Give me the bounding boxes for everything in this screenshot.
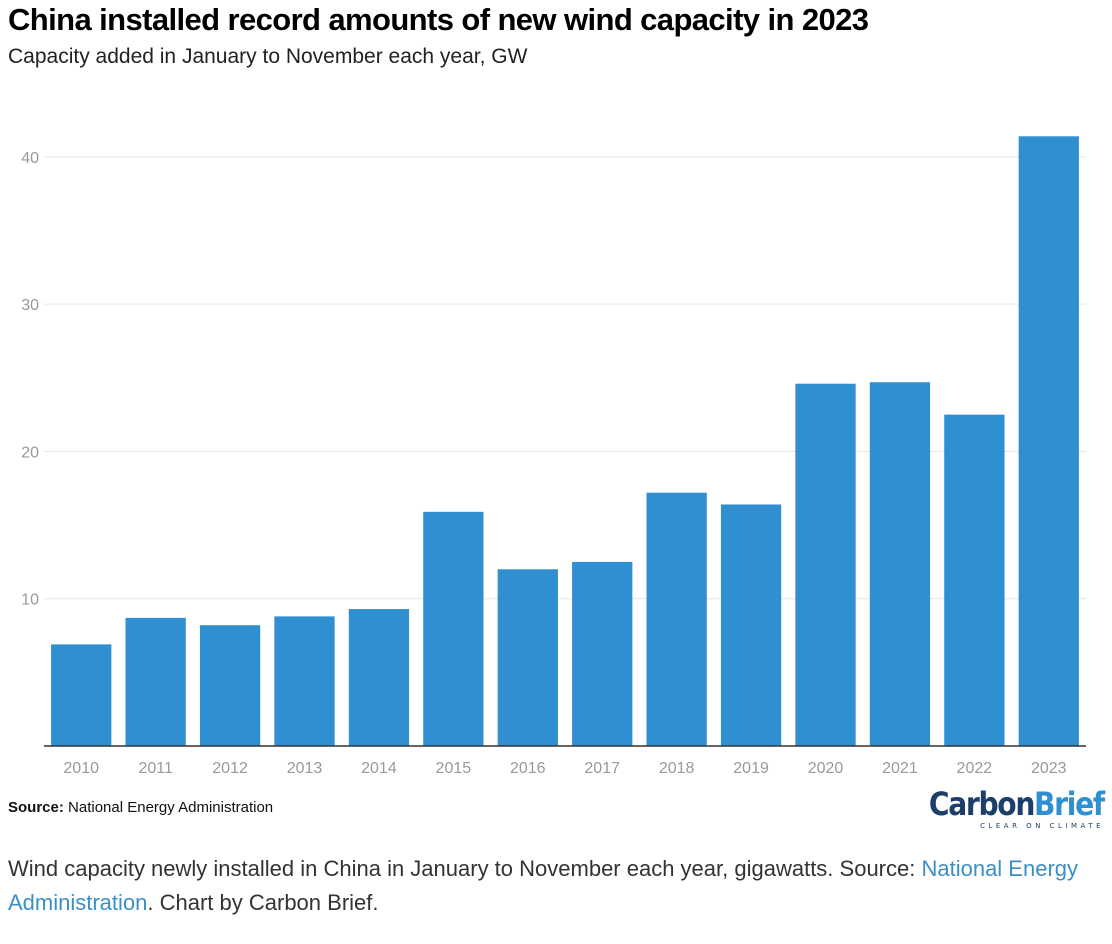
bar-2019 xyxy=(720,504,782,746)
x-tick-label-2018: 2018 xyxy=(659,760,695,777)
x-tick-label-2014: 2014 xyxy=(361,760,397,777)
x-tick-label-2019: 2019 xyxy=(733,760,769,777)
caption-text-before: Wind capacity newly installed in China i… xyxy=(8,856,922,881)
bar-2018 xyxy=(646,492,707,746)
logo-tagline: CLEAR ON CLIMATE xyxy=(980,822,1104,830)
x-tick-label-2015: 2015 xyxy=(436,760,472,777)
bar-2015 xyxy=(423,511,484,746)
chart-subtitle: Capacity added in January to November ea… xyxy=(8,45,528,68)
source-label: Source: xyxy=(8,799,64,816)
x-tick-label-2016: 2016 xyxy=(510,760,546,777)
caption-text-after: . Chart by Carbon Brief. xyxy=(147,890,379,915)
bar-2013 xyxy=(274,616,335,746)
bar-2014 xyxy=(348,609,410,746)
source-text: National Energy Administration xyxy=(68,799,274,816)
bar-2022 xyxy=(944,414,1005,746)
x-tick-label-2023: 2023 xyxy=(1031,760,1067,777)
x-tick-label-2010: 2010 xyxy=(63,760,99,777)
x-tick-label-2021: 2021 xyxy=(882,760,918,777)
x-tick-label-2022: 2022 xyxy=(957,760,993,777)
chart-title: China installed record amounts of new wi… xyxy=(8,2,869,37)
x-tick-label-2012: 2012 xyxy=(212,760,248,777)
bar-2016 xyxy=(497,569,558,746)
bar-2020 xyxy=(795,383,856,746)
figure-caption: Wind capacity newly installed in China i… xyxy=(8,852,1098,920)
carbon-brief-logo: CarbonBrief CLEAR ON CLIMATE xyxy=(905,785,1105,830)
bar-2012 xyxy=(199,625,261,746)
logo-carbon-text: Carbon xyxy=(929,785,1036,823)
y-tick-label-40: 40 xyxy=(21,150,39,167)
bar-2011 xyxy=(125,617,186,746)
x-tick-label-2013: 2013 xyxy=(287,760,323,777)
caption-source-link[interactable]: National Energy Administration xyxy=(8,856,1079,915)
y-tick-label-10: 10 xyxy=(21,592,39,609)
bar-2017 xyxy=(572,561,633,746)
bar-2023 xyxy=(1018,136,1079,747)
source-note: Source: National Energy Administration xyxy=(8,799,273,816)
x-tick-label-2017: 2017 xyxy=(584,760,620,777)
bar-2021 xyxy=(869,382,931,746)
logo-brief-text: Brief xyxy=(1034,785,1105,823)
bar-2010 xyxy=(51,644,112,746)
x-tick-label-2011: 2011 xyxy=(138,760,173,777)
y-tick-label-20: 20 xyxy=(21,444,39,461)
y-tick-label-30: 30 xyxy=(21,297,39,314)
x-tick-label-2020: 2020 xyxy=(808,760,844,777)
